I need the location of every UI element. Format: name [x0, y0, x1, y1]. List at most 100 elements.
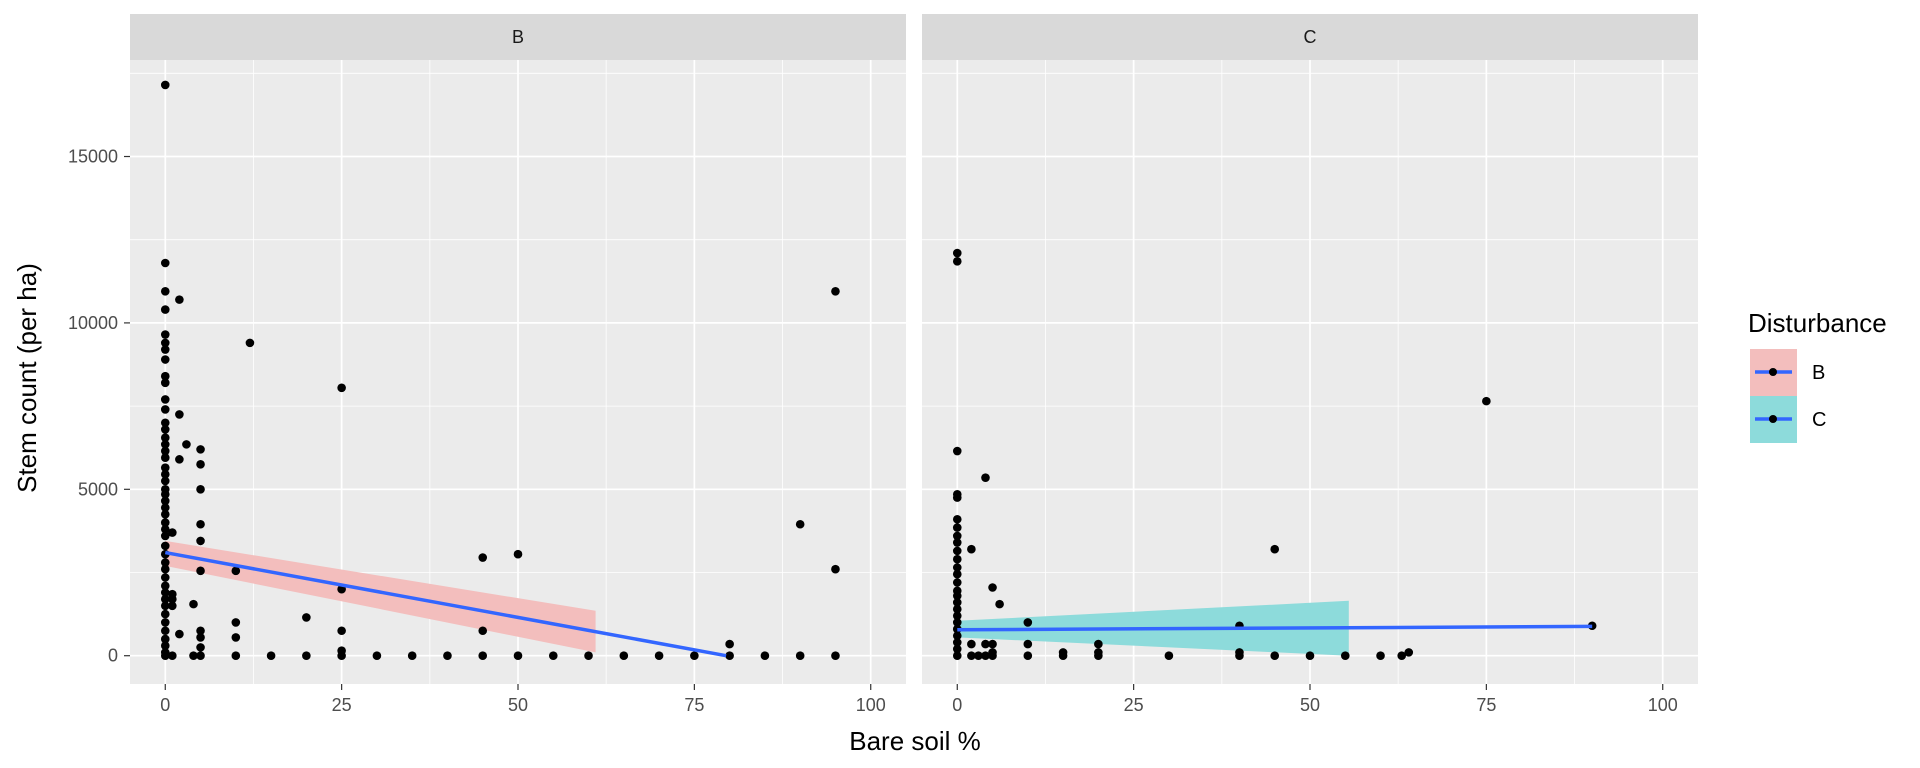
y-tick-label: 5000: [78, 479, 118, 499]
data-point: [988, 583, 997, 592]
data-point: [967, 639, 976, 649]
x-tick-label: 25: [1124, 695, 1144, 715]
data-point: [988, 639, 997, 649]
data-point: [231, 618, 241, 627]
facet-strip: [922, 14, 1698, 60]
data-point: [160, 470, 170, 479]
data-point: [160, 581, 170, 591]
data-point: [160, 446, 170, 456]
data-point: [160, 601, 170, 611]
data-point: [160, 476, 170, 486]
data-point: [1023, 618, 1033, 627]
data-point: [196, 566, 205, 576]
data-point: [952, 531, 962, 541]
y-tick-label: 15000: [68, 147, 118, 167]
data-point: [160, 80, 170, 90]
data-point: [988, 651, 997, 661]
data-point: [160, 395, 170, 404]
data-point: [478, 626, 488, 636]
data-point: [168, 651, 177, 661]
data-point: [795, 519, 805, 529]
data-point: [160, 405, 170, 414]
data-point: [548, 651, 558, 661]
data-point: [160, 509, 170, 519]
data-point: [160, 496, 170, 506]
data-point: [160, 286, 170, 296]
data-point: [995, 599, 1004, 609]
data-point: [337, 383, 346, 393]
data-point: [160, 641, 170, 651]
data-point: [1058, 651, 1068, 661]
legend-label-b: B: [1812, 362, 1825, 384]
data-point: [725, 651, 734, 661]
data-point: [196, 460, 205, 469]
data-point: [160, 594, 170, 604]
data-point: [160, 588, 170, 597]
data-point: [160, 338, 170, 348]
data-point: [1235, 651, 1244, 661]
data-point: [175, 295, 184, 304]
data-point: [1270, 651, 1280, 661]
data-point: [168, 594, 177, 604]
data-point: [196, 643, 205, 652]
data-point: [1404, 648, 1414, 657]
data-point: [831, 564, 840, 574]
data-point: [266, 651, 276, 661]
data-point: [168, 601, 177, 611]
facet-panels: 0 5000 10000 15000 B 0 25 50 75 100 C 0 25 50 75 100: [68, 14, 1698, 715]
data-point: [160, 573, 170, 582]
data-point: [160, 440, 170, 449]
data-point: [981, 473, 990, 482]
data-point: [160, 564, 170, 574]
regression-line: [957, 624, 1593, 632]
data-point: [831, 286, 840, 296]
data-point: [302, 613, 311, 622]
data-point: [952, 611, 962, 621]
y-tick-label: 0: [108, 646, 118, 666]
data-point: [1094, 651, 1103, 661]
data-point: [619, 651, 629, 661]
data-point: [952, 604, 962, 614]
data-point: [196, 445, 205, 454]
data-point: [952, 598, 962, 607]
data-point: [478, 651, 488, 661]
data-point: [952, 523, 962, 532]
x-tick-label: 50: [508, 695, 528, 715]
data-point: [160, 305, 170, 314]
data-point: [1270, 544, 1280, 554]
data-point: [196, 536, 205, 546]
data-point: [160, 345, 170, 354]
x-tick-label: 75: [684, 695, 704, 715]
data-point: [196, 519, 205, 529]
data-point: [196, 485, 205, 494]
data-point: [160, 330, 170, 339]
x-tick-label: 100: [1648, 695, 1678, 715]
x-tick-label: 100: [856, 695, 886, 715]
data-point: [1305, 651, 1315, 661]
data-point: [1023, 639, 1033, 649]
data-point: [952, 578, 962, 587]
data-point: [160, 558, 170, 567]
data-point: [160, 355, 170, 364]
data-point: [952, 554, 962, 564]
data-point: [160, 618, 170, 627]
data-point: [1397, 651, 1407, 661]
legend-label-c: C: [1812, 409, 1826, 431]
y-axis-title: Stem count (per ha): [12, 263, 42, 493]
data-point: [160, 651, 170, 661]
data-point: [196, 626, 205, 636]
x-tick-label: 0: [160, 695, 170, 715]
data-point: [337, 626, 346, 636]
facet-strip: [130, 14, 906, 60]
data-point: [952, 618, 962, 627]
legend-title: Disturbance: [1748, 308, 1887, 338]
data-point: [725, 639, 734, 649]
data-point: [160, 541, 170, 551]
regression-line: [164, 550, 727, 658]
facet-strip-label: B: [512, 27, 524, 47]
legend-dot-b: [1769, 368, 1777, 376]
data-point: [584, 651, 593, 661]
data-point: [189, 599, 198, 609]
data-point: [160, 418, 170, 428]
panel-c: C 0 25 50 75 100: [922, 14, 1698, 715]
